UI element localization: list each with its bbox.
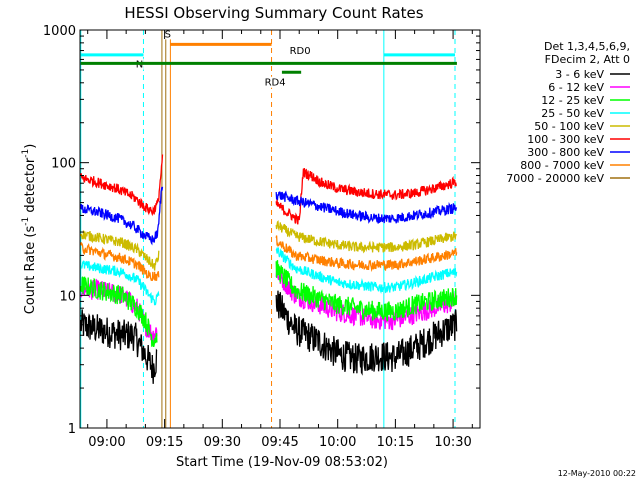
y-axis-label: Count Rate (s-1 detector-1) [21,144,38,315]
axis-ticks: 09:00 09:15 09:30 09:45 10:00 10:15 10:30 1 10 10… [43,24,480,450]
series-line [80,276,158,348]
series-line [275,190,458,224]
series-line [80,186,164,246]
y-tick-label: 1000 [43,24,76,39]
legend-header: Det 1,3,4,5,6,9, [544,40,630,53]
legend: Det 1,3,4,5,6,9,FDecim 2, Att 0 3 - 6 keV… [506,40,630,185]
legend-entry-label: 25 - 50 keV [541,107,604,120]
state-bar-label: RD0 [290,46,311,57]
state-bar-label-bg [263,76,287,88]
series-lines [80,154,458,384]
state-bar-label: RD4 [265,78,286,89]
state-bar-label: S [165,29,171,40]
series-line [80,241,160,281]
state-bar-label-bg [163,28,173,40]
legend-entry-label: 7000 - 20000 keV [506,172,604,185]
y-label-part: ) [23,144,38,149]
series-line [275,220,458,254]
x-tick-label: 10:15 [377,435,414,450]
y-tick-label: 100 [51,157,76,172]
series-line [275,290,458,376]
x-tick-label: 09:00 [88,435,125,450]
series-line [80,154,164,217]
y-label-part: detector [23,157,38,217]
series-line [275,167,457,225]
y-label-superscript: -1 [21,217,31,226]
y-label-superscript: -1 [21,149,31,158]
x-tick-label: 09:30 [204,435,241,450]
legend-header: FDecim 2, Att 0 [545,53,630,66]
legend-entry-label: 50 - 100 keV [534,120,604,133]
x-axis-label: Start Time (19-Nov-09 08:53:02) [176,455,388,470]
state-bar-label-bg [288,44,312,56]
legend-entry-label: 800 - 7000 keV [520,159,604,172]
series-line [275,247,458,294]
series-line [275,259,458,322]
legend-entry-label: 300 - 800 keV [527,146,604,159]
series-line [80,309,158,384]
timestamp: 12-May-2010 00:22 [558,469,636,478]
y-label-part: Count Rate (s [23,226,38,315]
y-tick-label: 10 [59,289,76,304]
x-tick-label: 09:15 [146,435,183,450]
legend-entry-label: 6 - 12 keV [548,81,604,94]
legend-entry-label: 12 - 25 keV [541,94,604,107]
x-tick-label: 09:45 [261,435,298,450]
y-tick-label: 1 [68,422,76,437]
x-tick-label: 10:00 [319,435,356,450]
chart-title: HESSI Observing Summary Count Rates [124,4,423,22]
x-tick-label: 10:30 [434,435,471,450]
attenuator-bars: N S RD0 RD4 [80,28,457,89]
legend-entry-label: 3 - 6 keV [555,68,604,81]
series-line [275,235,458,273]
legend-entry-label: 100 - 300 keV [527,133,604,146]
vertical-markers [80,30,456,428]
series-line [80,230,160,271]
y-axis-label-text: Count Rate (s-1 detector-1) [21,144,38,315]
series-line [80,259,160,306]
state-bar-label: N [136,60,143,71]
